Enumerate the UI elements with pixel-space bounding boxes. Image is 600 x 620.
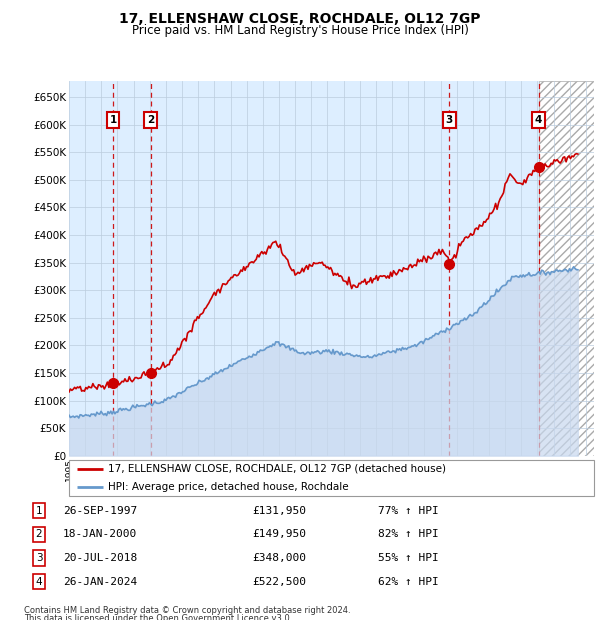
- Text: £348,000: £348,000: [252, 553, 306, 563]
- Text: £149,950: £149,950: [252, 529, 306, 539]
- Text: 77% ↑ HPI: 77% ↑ HPI: [378, 506, 439, 516]
- Text: Price paid vs. HM Land Registry's House Price Index (HPI): Price paid vs. HM Land Registry's House …: [131, 24, 469, 37]
- Text: £522,500: £522,500: [252, 577, 306, 587]
- Text: This data is licensed under the Open Government Licence v3.0.: This data is licensed under the Open Gov…: [24, 614, 292, 620]
- Text: 17, ELLENSHAW CLOSE, ROCHDALE, OL12 7GP: 17, ELLENSHAW CLOSE, ROCHDALE, OL12 7GP: [119, 12, 481, 27]
- Text: 4: 4: [535, 115, 542, 125]
- Text: 55% ↑ HPI: 55% ↑ HPI: [378, 553, 439, 563]
- Bar: [539, 81, 594, 456]
- Text: 17, ELLENSHAW CLOSE, ROCHDALE, OL12 7GP (detached house): 17, ELLENSHAW CLOSE, ROCHDALE, OL12 7GP …: [109, 464, 446, 474]
- Text: 1: 1: [35, 506, 43, 516]
- Text: 1: 1: [109, 115, 117, 125]
- Text: 18-JAN-2000: 18-JAN-2000: [63, 529, 137, 539]
- Bar: [539, 81, 594, 456]
- Text: Contains HM Land Registry data © Crown copyright and database right 2024.: Contains HM Land Registry data © Crown c…: [24, 606, 350, 616]
- Text: 26-JAN-2024: 26-JAN-2024: [63, 577, 137, 587]
- Text: 2: 2: [35, 529, 43, 539]
- Text: 3: 3: [446, 115, 453, 125]
- Text: 62% ↑ HPI: 62% ↑ HPI: [378, 577, 439, 587]
- Text: 20-JUL-2018: 20-JUL-2018: [63, 553, 137, 563]
- Text: HPI: Average price, detached house, Rochdale: HPI: Average price, detached house, Roch…: [109, 482, 349, 492]
- Text: 82% ↑ HPI: 82% ↑ HPI: [378, 529, 439, 539]
- Text: 26-SEP-1997: 26-SEP-1997: [63, 506, 137, 516]
- Text: 2: 2: [147, 115, 154, 125]
- Text: 4: 4: [35, 577, 43, 587]
- Text: £131,950: £131,950: [252, 506, 306, 516]
- FancyBboxPatch shape: [69, 460, 594, 496]
- Text: 3: 3: [35, 553, 43, 563]
